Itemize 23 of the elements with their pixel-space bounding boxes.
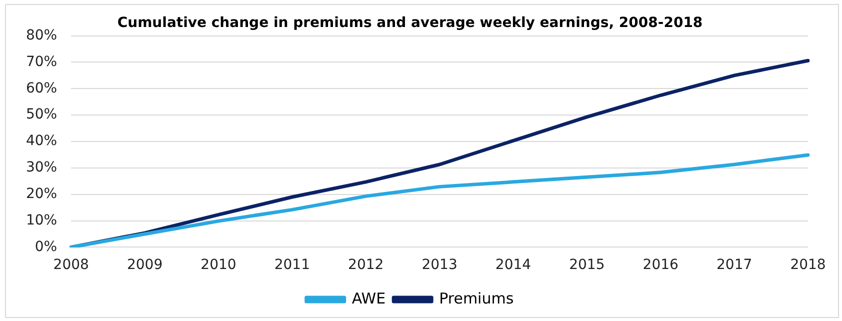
legend-label: AWE <box>352 289 386 308</box>
y-tick-label: 70% <box>26 54 58 70</box>
y-tick-label: 30% <box>26 160 58 176</box>
y-tick-label: 40% <box>26 133 58 150</box>
x-tick-label: 2008 <box>53 257 89 274</box>
x-tick-label: 2013 <box>422 257 458 274</box>
x-tick-label: 2018 <box>790 257 826 274</box>
legend-label: Premiums <box>439 289 514 308</box>
y-tick-label: 20% <box>26 186 58 202</box>
y-tick-label: 10% <box>26 212 58 228</box>
x-tick-label: 2017 <box>716 257 752 274</box>
x-tick-label: 2014 <box>495 257 532 274</box>
chart-title: Cumulative change in premiums and average weekly earnings, 2008-2018 <box>117 15 703 32</box>
y-tick-label: 60% <box>26 80 58 96</box>
x-tick-label: 2010 <box>200 257 236 274</box>
x-tick-label: 2009 <box>126 257 163 274</box>
x-tick-label: 2016 <box>642 257 679 274</box>
y-tick-label: 50% <box>26 106 58 123</box>
x-tick-label: 2012 <box>348 257 384 274</box>
y-tick-label: 0% <box>34 238 58 255</box>
x-tick-label: 2011 <box>274 257 310 274</box>
x-tick-label: 2015 <box>569 257 605 274</box>
y-tick-label: 80% <box>26 27 58 44</box>
